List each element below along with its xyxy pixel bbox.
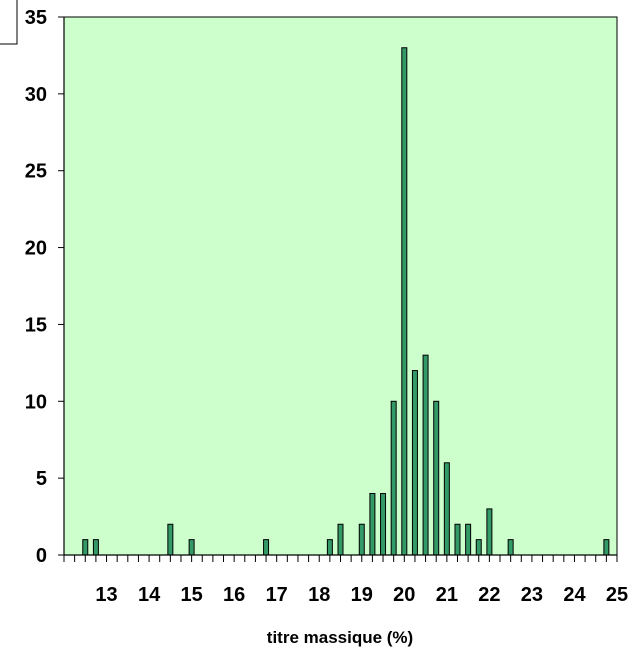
y-tick-label: 0	[36, 545, 47, 567]
y-axis: 0 5 10 15 20 25 30 35	[25, 7, 65, 567]
x-tick-label: 25	[606, 584, 628, 606]
x-tick-label: 14	[138, 584, 161, 606]
x-tick-label: 24	[563, 584, 586, 606]
histogram-bar	[337, 523, 344, 556]
y-tick-label: 35	[25, 7, 47, 29]
plot-area	[63, 16, 618, 556]
histogram-bar	[167, 523, 174, 556]
histogram-bar	[454, 523, 461, 556]
histogram-bar	[443, 462, 450, 556]
histogram-bar	[422, 354, 429, 556]
histogram-bar	[486, 508, 493, 556]
histogram-bar	[433, 400, 440, 556]
y-tick-label: 15	[25, 314, 47, 336]
y-tick-label: 25	[25, 161, 47, 183]
y-tick-label: 30	[25, 84, 47, 106]
x-axis: 13 14 15 16 17 18 19 20 21 22 23 24 25	[63, 554, 628, 606]
x-tick-label: 18	[308, 584, 330, 606]
histogram-bar	[326, 539, 333, 556]
histogram-bar	[92, 539, 99, 556]
x-axis-title: titre massique (%)	[267, 628, 413, 647]
y-tick-label: 20	[25, 238, 47, 260]
histogram-bar	[188, 539, 195, 556]
x-tick-label: 23	[521, 584, 543, 606]
y-tick-label: 5	[36, 468, 47, 490]
histogram-bar	[465, 523, 472, 556]
histogram-bar	[82, 539, 89, 556]
x-tick-label: 19	[351, 584, 373, 606]
x-tick-label: 16	[223, 584, 245, 606]
histogram-bar	[380, 493, 387, 556]
histogram-bar	[475, 539, 482, 556]
histogram-bar	[369, 493, 376, 556]
histogram-bar	[411, 370, 418, 556]
x-tick-label: 22	[478, 584, 500, 606]
x-tick-label: 17	[266, 584, 288, 606]
histogram-bar	[603, 539, 610, 556]
histogram-bar	[507, 539, 514, 556]
histogram-bar	[401, 47, 408, 556]
histogram-bar	[358, 523, 365, 556]
histogram-bar	[390, 400, 397, 556]
x-tick-label: 15	[180, 584, 202, 606]
x-tick-label: 20	[393, 584, 415, 606]
x-tick-label: 21	[436, 584, 458, 606]
bars-group	[82, 47, 610, 556]
legend-box-fragment	[0, 0, 18, 45]
histogram-bar	[263, 539, 270, 556]
y-tick-label: 10	[25, 391, 47, 413]
x-tick-label: 13	[95, 584, 117, 606]
